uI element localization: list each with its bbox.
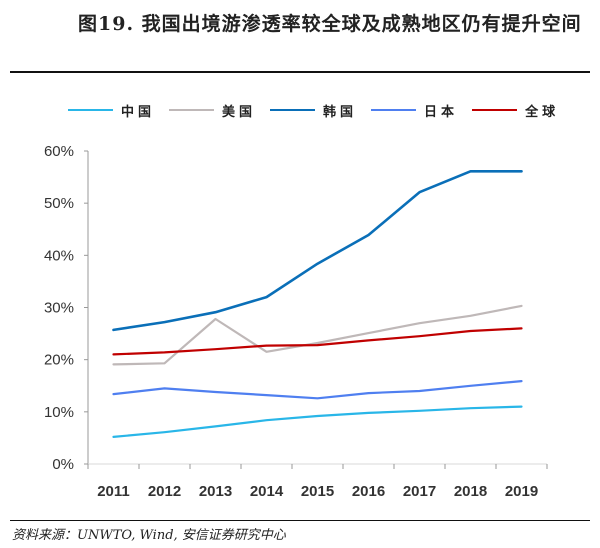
- legend-label: 全球: [525, 104, 560, 120]
- x-tick-label: 2012: [148, 483, 181, 500]
- series-line-日本: [112, 380, 523, 400]
- series-line-中国: [112, 405, 523, 438]
- legend-swatch: [472, 109, 518, 111]
- series-line-美国: [112, 304, 523, 366]
- y-tick-label: 60%: [44, 143, 74, 160]
- x-tick-label: 2016: [352, 483, 385, 500]
- title-divider: [10, 71, 590, 73]
- chart-title: 图19. 我国出境游渗透率较全球及成熟地区仍有提升空间: [78, 13, 582, 35]
- x-tick-label: 2013: [199, 483, 232, 500]
- x-tick-label: 2017: [403, 483, 436, 500]
- legend-item-usa: 美国: [169, 101, 256, 120]
- legend-label: 韩国: [323, 104, 358, 120]
- y-tick-label: 0%: [52, 456, 74, 473]
- y-tick-label: 50%: [44, 195, 74, 212]
- legend-swatch: [68, 109, 113, 111]
- line-chart: 0% 10% 20% 30% 40% 50% 60% 2011 2012 2013 2014 2015…: [44, 143, 548, 500]
- legend-label: 中国: [121, 104, 156, 120]
- legend: 中国 美国 韩国 日本 全球: [68, 101, 573, 120]
- legend-swatch: [270, 109, 316, 111]
- legend-label: 美国: [222, 104, 257, 120]
- x-tick-label: 2018: [454, 483, 487, 500]
- x-tick-label: 2014: [250, 483, 284, 500]
- y-tick-label: 30%: [44, 300, 74, 317]
- y-tick-label: 40%: [44, 247, 74, 264]
- source-divider: [10, 520, 590, 521]
- tick-labels: 0% 10% 20% 30% 40% 50% 60% 2011 2012 2013 2014 2015…: [44, 143, 538, 500]
- legend-item-japan: 日本: [371, 101, 458, 120]
- legend-item-global: 全球: [472, 101, 559, 120]
- series-line-全球: [112, 327, 523, 356]
- y-tick-label: 10%: [44, 404, 74, 421]
- legend-item-china: 中国: [68, 101, 155, 120]
- x-tick-label: 2011: [97, 483, 130, 500]
- legend-swatch: [169, 109, 215, 111]
- y-tick-label: 20%: [44, 352, 74, 369]
- series-lines: [112, 169, 523, 438]
- legend-swatch: [371, 109, 417, 111]
- series-line-韩国: [112, 169, 523, 332]
- x-tick-label: 2019: [505, 483, 538, 500]
- legend-item-korea: 韩国: [270, 101, 357, 120]
- source-note: 资料来源：UNWTO, Wind, 安信证券研究中心: [12, 528, 286, 543]
- legend-label: 日本: [424, 104, 459, 120]
- axes: [84, 150, 548, 469]
- x-tick-label: 2015: [301, 483, 334, 500]
